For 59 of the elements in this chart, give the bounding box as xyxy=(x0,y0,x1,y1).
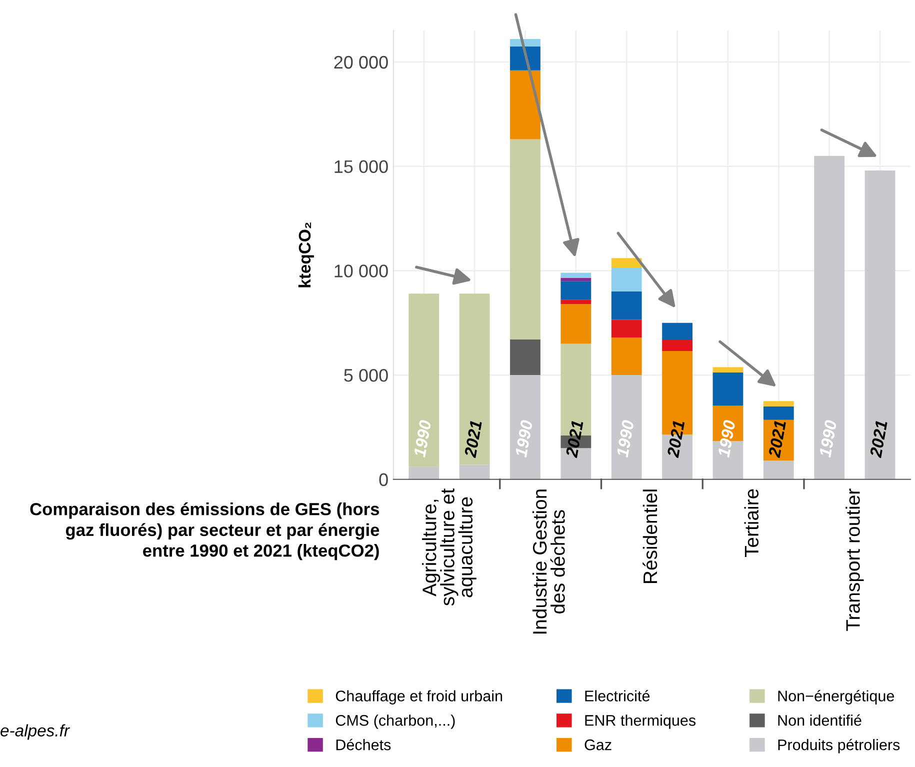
y-tick-label: 5 000 xyxy=(344,368,388,382)
bar xyxy=(611,258,642,268)
text: Transport routier xyxy=(846,488,864,631)
bar xyxy=(611,337,642,376)
bar xyxy=(814,156,845,480)
bar xyxy=(763,406,794,420)
bar xyxy=(611,375,642,480)
bar xyxy=(864,170,896,480)
x-tick-label: 1990 xyxy=(718,420,736,458)
bar xyxy=(662,322,692,340)
legend-label: Non identifié xyxy=(778,714,862,726)
bar xyxy=(560,304,592,344)
bar xyxy=(510,46,540,70)
bar xyxy=(712,367,744,372)
bar xyxy=(662,340,692,352)
bar xyxy=(611,320,642,338)
bar xyxy=(611,268,642,292)
bar xyxy=(459,464,490,480)
x-tick-label: 2021 xyxy=(768,420,786,458)
x-tick-label: 2021 xyxy=(870,420,888,458)
text: Comparaison des émissions de GES (hors gaz fluorés) par secteur et par énergie entre 1990 et 2021 (kteqCO2) xyxy=(30,502,380,560)
bar xyxy=(560,272,592,278)
bar xyxy=(510,375,540,480)
bar xyxy=(560,278,592,282)
text: Tertiaire xyxy=(744,489,759,558)
y-tick-label: 10 000 xyxy=(334,264,388,278)
bar xyxy=(611,292,642,320)
legend-label: Chauffage et froid urbain xyxy=(336,690,502,704)
bar xyxy=(510,70,540,140)
legend-label: ENR thermiques xyxy=(585,714,696,729)
x-tick-label: 2021 xyxy=(666,420,685,458)
bar xyxy=(712,372,744,406)
bar xyxy=(510,39,540,46)
x-tick-label: 2021 xyxy=(464,420,482,458)
bar xyxy=(510,139,540,340)
y-tick-label: 20 000 xyxy=(334,56,388,69)
bar xyxy=(510,340,540,376)
bar xyxy=(560,281,592,300)
bar xyxy=(408,466,440,480)
text: Résidentiel xyxy=(642,490,658,583)
bar xyxy=(459,294,490,465)
bar xyxy=(763,401,794,406)
text: Agriculture, sylviculture et aquaculture xyxy=(422,488,476,606)
bar xyxy=(408,294,440,467)
legend-label: CMS (charbon,...) xyxy=(336,714,455,729)
bar xyxy=(763,460,794,480)
y-tick-label: 0 xyxy=(379,473,388,486)
bar xyxy=(560,300,592,304)
text: Industrie Gestion des déchets xyxy=(532,490,565,634)
legend-label: Gaz xyxy=(584,739,612,750)
legend-label: Déchets xyxy=(336,738,391,750)
x-tick-label: 2021 xyxy=(565,420,584,458)
text: e-alpes.fr xyxy=(0,724,70,740)
y-axis-title: kteqCO₂ xyxy=(298,222,314,288)
legend-label: Produits pétroliers xyxy=(778,738,900,754)
legend-label: Non−énergétique xyxy=(778,690,894,704)
legend-label: Electricité xyxy=(585,690,650,702)
x-tick-label: 1990 xyxy=(413,420,432,458)
y-tick-label: 15 000 xyxy=(334,160,388,174)
